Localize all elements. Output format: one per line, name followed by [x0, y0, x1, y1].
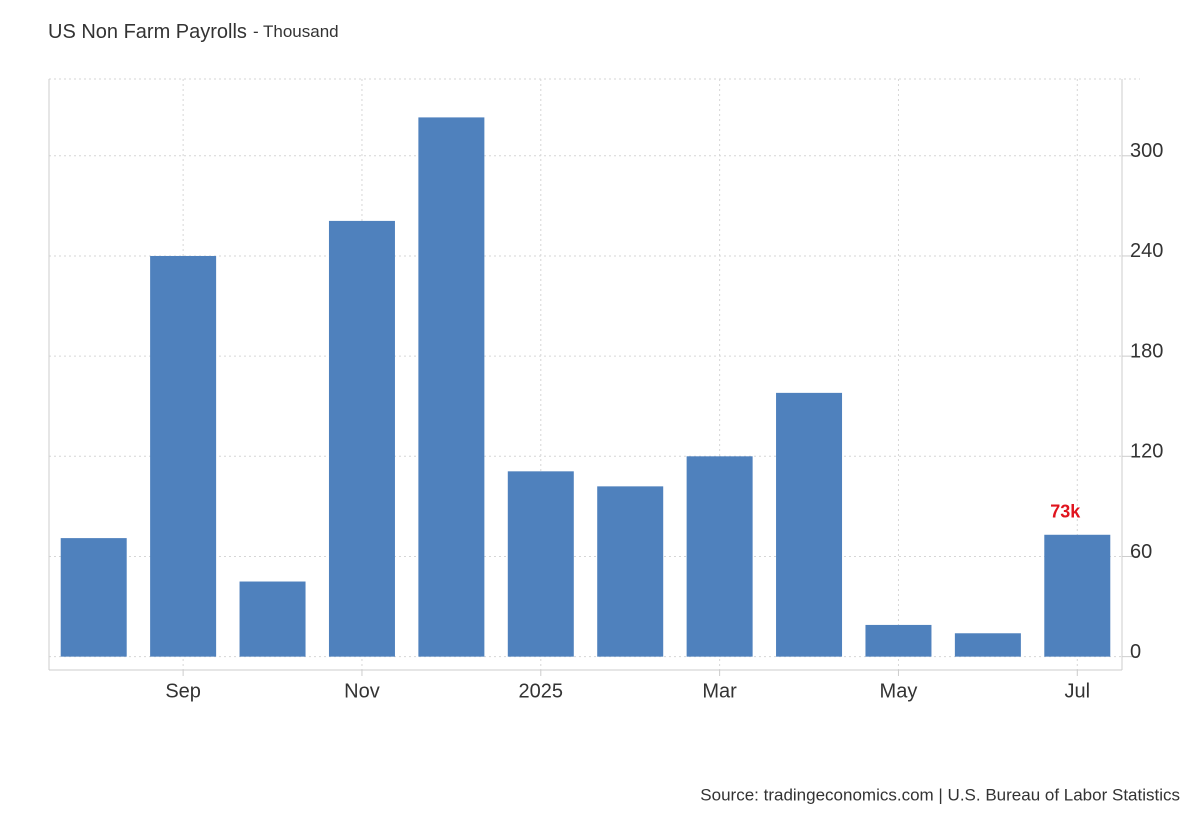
y-tick-label: 180 [1130, 340, 1163, 362]
bar [954, 633, 1021, 657]
y-tick-label: 240 [1130, 240, 1163, 262]
chart-title: US Non Farm Payrolls [48, 21, 247, 43]
chart-subtitle: - Thousand [253, 22, 339, 41]
bar [150, 255, 217, 657]
bar [1044, 534, 1111, 657]
y-tick-label: 60 [1130, 541, 1152, 563]
bar [686, 456, 753, 657]
x-tick-label: Mar [702, 680, 737, 702]
bar [865, 624, 932, 657]
bar [776, 392, 843, 657]
y-tick-label: 0 [1130, 641, 1141, 663]
bar [418, 117, 485, 657]
x-tick-label: Jul [1065, 680, 1091, 702]
x-tick-label: Sep [165, 680, 201, 702]
x-tick-label: Nov [344, 680, 380, 702]
y-tick-label: 120 [1130, 441, 1163, 463]
y-tick-label: 300 [1130, 140, 1163, 162]
title-line: US Non Farm Payrolls - Thousand [48, 21, 339, 43]
bar [597, 486, 664, 657]
bar [239, 581, 306, 657]
x-tick-label: May [880, 680, 918, 702]
source: Source: tradingeconomics.com | U.S. Bure… [700, 785, 1180, 804]
value-label: 73k [1050, 502, 1081, 522]
bar [507, 471, 574, 657]
x-tick-label: 2025 [519, 680, 564, 702]
bar [60, 538, 127, 657]
bar [328, 220, 395, 657]
